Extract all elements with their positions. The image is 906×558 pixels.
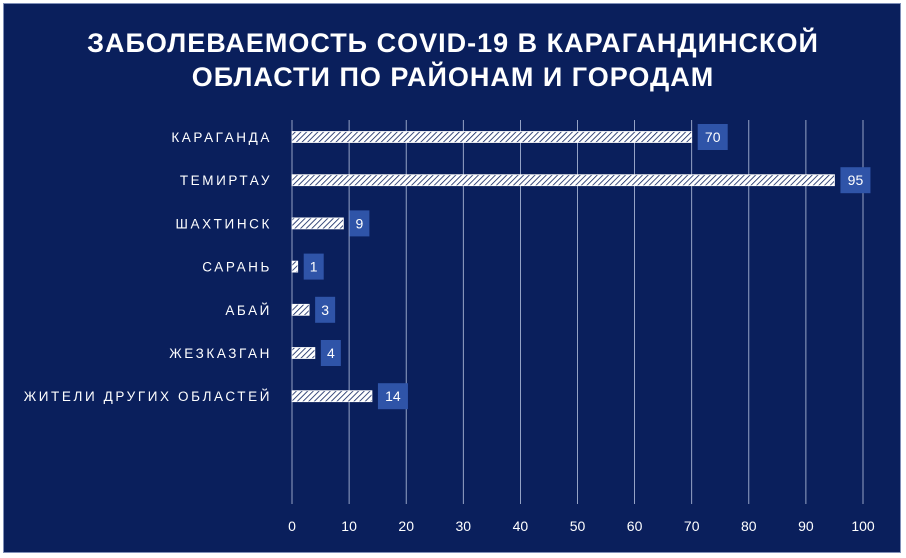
bar: [291, 217, 344, 230]
x-tick-label: 90: [798, 518, 814, 534]
bar: [291, 131, 693, 143]
chart-frame: ЗАБОЛЕВАЕМОСТЬ COVID-19 В КАРАГАНДИНСКОЙ…: [3, 3, 901, 553]
chart-title: ЗАБОЛЕВАЕМОСТЬ COVID-19 В КАРАГАНДИНСКОЙ…: [87, 28, 819, 92]
x-tick-label: 80: [741, 518, 757, 534]
bar: [291, 303, 310, 316]
category-label: ЖЕЗКАЗГАН: [169, 346, 272, 361]
data-label-box: [377, 383, 408, 410]
data-label: 3: [321, 302, 329, 318]
bar: [291, 347, 316, 359]
x-tick-label: 60: [627, 518, 643, 534]
data-label-box: [303, 253, 324, 280]
data-label-box: [697, 124, 728, 150]
data-label: 95: [848, 172, 864, 188]
data-label-box: [315, 296, 336, 323]
x-tick-label: 40: [513, 518, 529, 534]
data-label: 1: [310, 259, 318, 275]
x-tick-label: 30: [456, 518, 472, 534]
x-tick-label: 70: [684, 518, 700, 534]
category-label: ТЕМИРТАУ: [180, 173, 272, 188]
bar: [291, 174, 835, 187]
x-tick-label: 50: [570, 518, 586, 534]
data-label-box: [349, 210, 370, 237]
data-label-box: [840, 167, 871, 194]
bar: [291, 260, 299, 273]
data-label: 9: [355, 215, 363, 231]
category-label: АБАЙ: [225, 303, 272, 318]
category-label: САРАНЬ: [202, 260, 272, 275]
category-label: КАРАГАНДА: [171, 130, 272, 145]
data-label: 70: [705, 129, 721, 145]
data-label-box: [320, 340, 341, 366]
x-tick-label: 10: [341, 518, 357, 534]
data-label: 4: [327, 345, 335, 361]
data-label: 14: [385, 388, 401, 404]
x-tick-label: 100: [851, 518, 875, 534]
category-label: ЖИТЕЛИ ДРУГИХ ОБЛАСТЕЙ: [24, 389, 272, 404]
bar: [291, 390, 373, 403]
chart-plot-area: 0 10 20 30 40 50 60 70 80 90 100 КАРАГАНДА 70 ТЕМИРТА…: [24, 120, 875, 534]
x-tick-label: 0: [288, 518, 296, 534]
category-label: ШАХТИНСК: [176, 216, 273, 231]
x-tick-label: 20: [398, 518, 414, 534]
